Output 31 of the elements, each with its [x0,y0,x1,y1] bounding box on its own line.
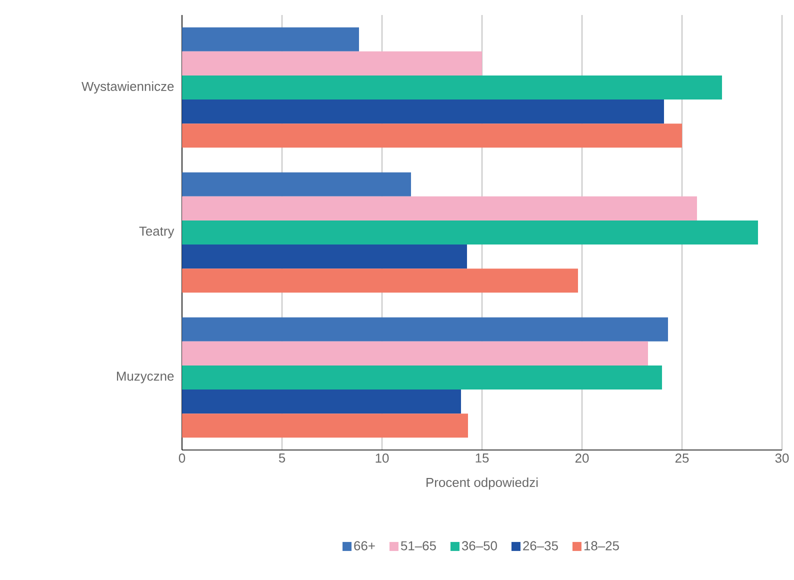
legend-label: 26–35 [523,541,558,550]
bar [182,244,468,269]
bar [182,414,468,438]
x-tick-label: 20 [575,454,589,463]
bar [182,100,664,124]
x-tick-label: 25 [675,454,689,463]
bar [182,341,648,366]
bar [182,51,482,76]
legend-label: 66+ [354,541,375,550]
x-tick-label: 5 [278,454,286,463]
x-axis-title: Procent odpowiedzi [426,478,538,490]
x-tick-label: 30 [775,454,789,463]
bar [182,268,578,293]
bar [182,365,662,390]
bar [182,196,698,220]
bar [182,75,722,100]
x-tick-label: 15 [476,454,489,463]
bar [182,220,758,245]
bar [182,124,682,148]
y-tick-label: Teatry [139,226,174,238]
x-tick-label: 0 [178,454,186,463]
legend-label: 51–65 [400,541,436,550]
y-tick-label: Wystawiennicze [82,81,174,94]
bar [182,390,462,414]
legend-label: 18–25 [584,541,619,550]
bar [182,172,412,196]
x-tick-label: 10 [376,454,389,463]
bar [182,27,360,52]
legend-label: 36–50 [462,541,497,550]
y-tick-label: Muzyczne [116,372,174,384]
bar [182,317,668,342]
